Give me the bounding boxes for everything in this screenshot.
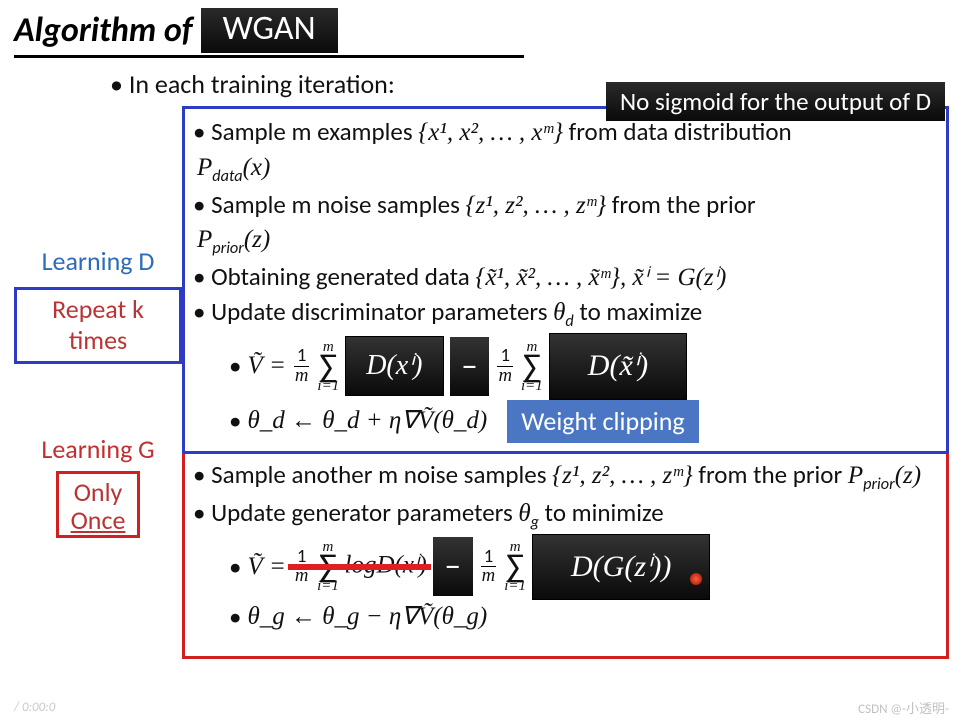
d-update-rule: θ_d ← θ_d + η∇Ṽ(θ_d) Weight clipping bbox=[193, 400, 938, 443]
repeat-k-text: Repeat k times bbox=[52, 293, 144, 356]
d-section-box: Sample m examples {x¹, x², … , xᵐ} from … bbox=[182, 106, 949, 454]
watermark: CSDN @-小透明- bbox=[858, 698, 949, 717]
title-prefix: Algorithm of bbox=[14, 10, 193, 51]
only-text: Only bbox=[74, 476, 123, 508]
d-step-3: Obtaining generated data {x̃¹, x̃², … , … bbox=[193, 260, 938, 295]
only-once-box: Only Once bbox=[56, 471, 141, 538]
main-columns: Learning D Repeat k times Learning G Onl… bbox=[14, 106, 949, 659]
side-column: Learning D Repeat k times Learning G Onl… bbox=[14, 106, 182, 538]
d-step-2: Sample m noise samples {z¹, z², … , zᵐ} … bbox=[193, 188, 938, 261]
d-g-z-badge: D(G(zⁱ)) bbox=[532, 534, 710, 601]
g-step-2: Update generator parameters θg to minimi… bbox=[193, 496, 938, 534]
learning-d-text: Learning D bbox=[42, 245, 155, 277]
weight-clipping-badge: Weight clipping bbox=[507, 400, 698, 443]
no-sigmoid-badge: No sigmoid for the output of D bbox=[606, 82, 945, 121]
d-xi-badge: D(xⁱ) bbox=[345, 336, 443, 396]
intro-text: In each training iteration: bbox=[110, 68, 395, 100]
pagecount: / 0:00:0 bbox=[14, 700, 55, 715]
learning-g-text: Learning G bbox=[41, 433, 154, 465]
g-section-box: Sample another m noise samples {z¹, z², … bbox=[182, 454, 949, 659]
minus-badge: − bbox=[450, 337, 490, 396]
d-v-equation: Ṽ = 1m m∑i=1 D(xⁱ) − 1m m∑i=1 D(x̃ⁱ) bbox=[193, 333, 938, 400]
learning-g-label: Learning G bbox=[41, 434, 154, 465]
title-badge: WGAN bbox=[201, 8, 338, 53]
d-xtilde-badge: D(x̃ⁱ) bbox=[549, 333, 687, 400]
title-row: Algorithm of WGAN bbox=[14, 8, 524, 58]
learning-d-label: Learning D bbox=[42, 246, 155, 277]
strike-term: 1m m∑i=1 logD(xⁱ) bbox=[292, 540, 427, 593]
repeat-k-box: Repeat k times bbox=[14, 287, 182, 363]
slide: Algorithm of WGAN In each training itera… bbox=[0, 0, 963, 659]
minus-badge-g: − bbox=[433, 537, 473, 596]
g-step-1: Sample another m noise samples {z¹, z², … bbox=[193, 458, 938, 496]
g-update-rule: θ_g ← θ_g − η∇Ṽ(θ_g) bbox=[193, 600, 938, 634]
once-text: Once bbox=[71, 504, 126, 536]
body-column: Sample m examples {x¹, x², … , xᵐ} from … bbox=[182, 106, 949, 659]
d-step-4: Update discriminator parameters θd to ma… bbox=[193, 295, 938, 333]
d-step-1: Sample m examples {x¹, x², … , xᵐ} from … bbox=[193, 115, 938, 188]
g-v-equation: Ṽ = 1m m∑i=1 logD(xⁱ) − 1m m∑i=1 D(G(zⁱ)… bbox=[193, 534, 938, 601]
